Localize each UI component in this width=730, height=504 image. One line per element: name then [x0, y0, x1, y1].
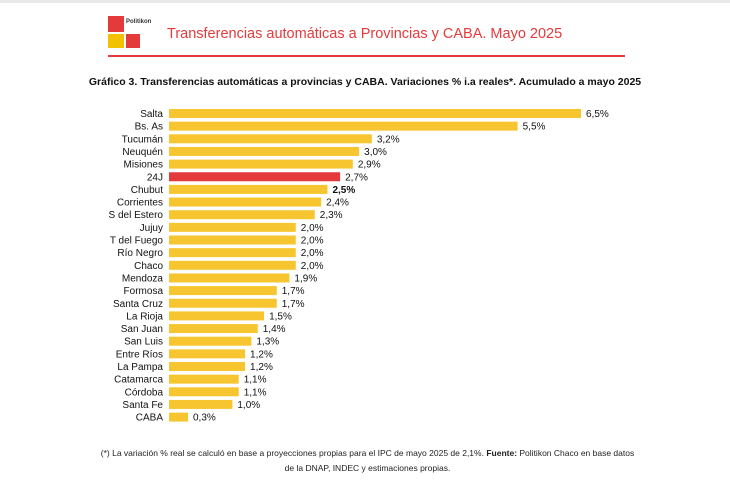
bar-santa-fe	[169, 399, 233, 409]
value-label-misiones: 2,9%	[358, 160, 381, 171]
bar-bs-as	[169, 121, 518, 131]
top-border	[0, 0, 730, 3]
category-label-corrientes: Corrientes	[117, 198, 163, 209]
bar-t-del-fuego	[169, 235, 296, 245]
value-label-24j: 2,7%	[345, 172, 368, 183]
bar-jujuy	[169, 222, 296, 232]
value-label-tucuman: 3,2%	[377, 134, 400, 145]
value-label-jujuy: 2,0%	[301, 223, 324, 234]
footnote-source-text: Politikon Chaco en base datos de la DNAP…	[284, 448, 635, 473]
bar-neuquen	[169, 146, 360, 156]
value-label-salta: 6,5%	[586, 109, 609, 120]
value-label-s-del-estero: 2,3%	[320, 210, 343, 221]
bar-corrientes	[169, 197, 322, 207]
bar-24j	[169, 172, 341, 182]
category-label-mendoza: Mendoza	[122, 273, 164, 284]
bar-tucuman	[169, 134, 372, 144]
value-label-la-pampa: 1,2%	[250, 362, 273, 373]
bar-formosa	[169, 286, 277, 296]
bar-entre-rios	[169, 349, 246, 359]
value-label-catamarca: 1,1%	[244, 375, 267, 386]
footnote-text: (*) La variación % real se calculó en ba…	[100, 448, 487, 458]
category-label-san-luis: San Luis	[124, 337, 163, 348]
header-divider	[108, 55, 625, 57]
category-label-t-del-fuego: T del Fuego	[110, 236, 164, 247]
bar-cordoba	[169, 387, 239, 397]
category-label-la-pampa: La Pampa	[117, 362, 163, 373]
page-title: Transferencias automáticas a Provincias …	[167, 26, 563, 42]
bar-mendoza	[169, 273, 290, 283]
value-label-san-juan: 1,4%	[263, 324, 286, 335]
category-label-chaco: Chaco	[134, 261, 163, 272]
footnote-source-label: Fuente:	[486, 448, 518, 458]
bar-s-del-estero	[169, 210, 315, 220]
value-label-neuquen: 3,0%	[364, 147, 387, 158]
politikon-logo: Politikon	[108, 16, 152, 50]
category-label-santa-cruz: Santa Cruz	[113, 299, 163, 310]
bar-chubut	[169, 184, 328, 194]
category-label-rio-negro: Río Negro	[117, 248, 163, 259]
value-label-corrientes: 2,4%	[326, 198, 349, 209]
chart-title: Gráfico 3. Transferencias automáticas a …	[88, 76, 642, 88]
value-label-entre-rios: 1,2%	[250, 349, 273, 360]
value-label-chaco: 2,0%	[301, 261, 324, 272]
value-label-la-rioja: 1,5%	[269, 311, 292, 322]
bar-caba	[169, 412, 189, 422]
category-label-24j: 24J	[147, 172, 163, 183]
category-label-catamarca: Catamarca	[114, 375, 163, 386]
bar-la-rioja	[169, 311, 265, 321]
value-label-caba: 0,3%	[193, 413, 216, 424]
bar-misiones	[169, 159, 353, 169]
value-label-mendoza: 1,9%	[294, 273, 317, 284]
category-label-s-del-estero: S del Estero	[109, 210, 164, 221]
category-label-bs-as: Bs. As	[135, 122, 163, 133]
bar-salta	[169, 109, 581, 118]
category-label-la-rioja: La Rioja	[126, 311, 163, 322]
category-label-misiones: Misiones	[124, 160, 163, 171]
category-label-caba: CABA	[136, 413, 164, 424]
bar-catamarca	[169, 374, 239, 384]
bar-chart: Salta 6,5% Bs. As 5,5% Tucumán 3,2% Neuquén 3,0…	[109, 109, 609, 424]
footnote: (*) La variación % real se calculó en ba…	[95, 446, 640, 476]
bar-chaco	[169, 260, 296, 270]
value-label-cordoba: 1,1%	[244, 387, 267, 398]
value-label-t-del-fuego: 2,0%	[301, 236, 324, 247]
logo-brand-text: Politikon	[126, 19, 152, 25]
logo-square-red-small	[126, 34, 140, 48]
category-label-tucuman: Tucumán	[122, 134, 163, 145]
value-label-san-luis: 1,3%	[256, 337, 279, 348]
category-label-san-juan: San Juan	[121, 324, 163, 335]
bar-san-juan	[169, 324, 258, 334]
logo-square-yellow	[108, 34, 124, 48]
value-label-formosa: 1,7%	[282, 286, 305, 297]
value-label-bs-as: 5,5%	[523, 122, 546, 133]
category-label-neuquen: Neuquén	[122, 147, 163, 158]
bar-santa-cruz	[169, 298, 277, 308]
bar-rio-negro	[169, 248, 296, 258]
value-label-chubut: 2,5%	[332, 185, 355, 196]
category-label-cordoba: Córdoba	[125, 387, 164, 398]
category-label-salta: Salta	[140, 109, 163, 120]
category-label-jujuy: Jujuy	[140, 223, 163, 234]
value-label-santa-cruz: 1,7%	[282, 299, 305, 310]
bar-san-luis	[169, 336, 252, 346]
category-label-entre-rios: Entre Ríos	[116, 349, 163, 360]
category-label-chubut: Chubut	[131, 185, 163, 196]
category-label-santa-fe: Santa Fe	[122, 400, 163, 411]
value-label-santa-fe: 1,0%	[237, 400, 260, 411]
value-label-rio-negro: 2,0%	[301, 248, 324, 259]
logo-square-red	[108, 16, 124, 32]
bar-la-pampa	[169, 362, 246, 371]
category-label-formosa: Formosa	[124, 286, 164, 297]
